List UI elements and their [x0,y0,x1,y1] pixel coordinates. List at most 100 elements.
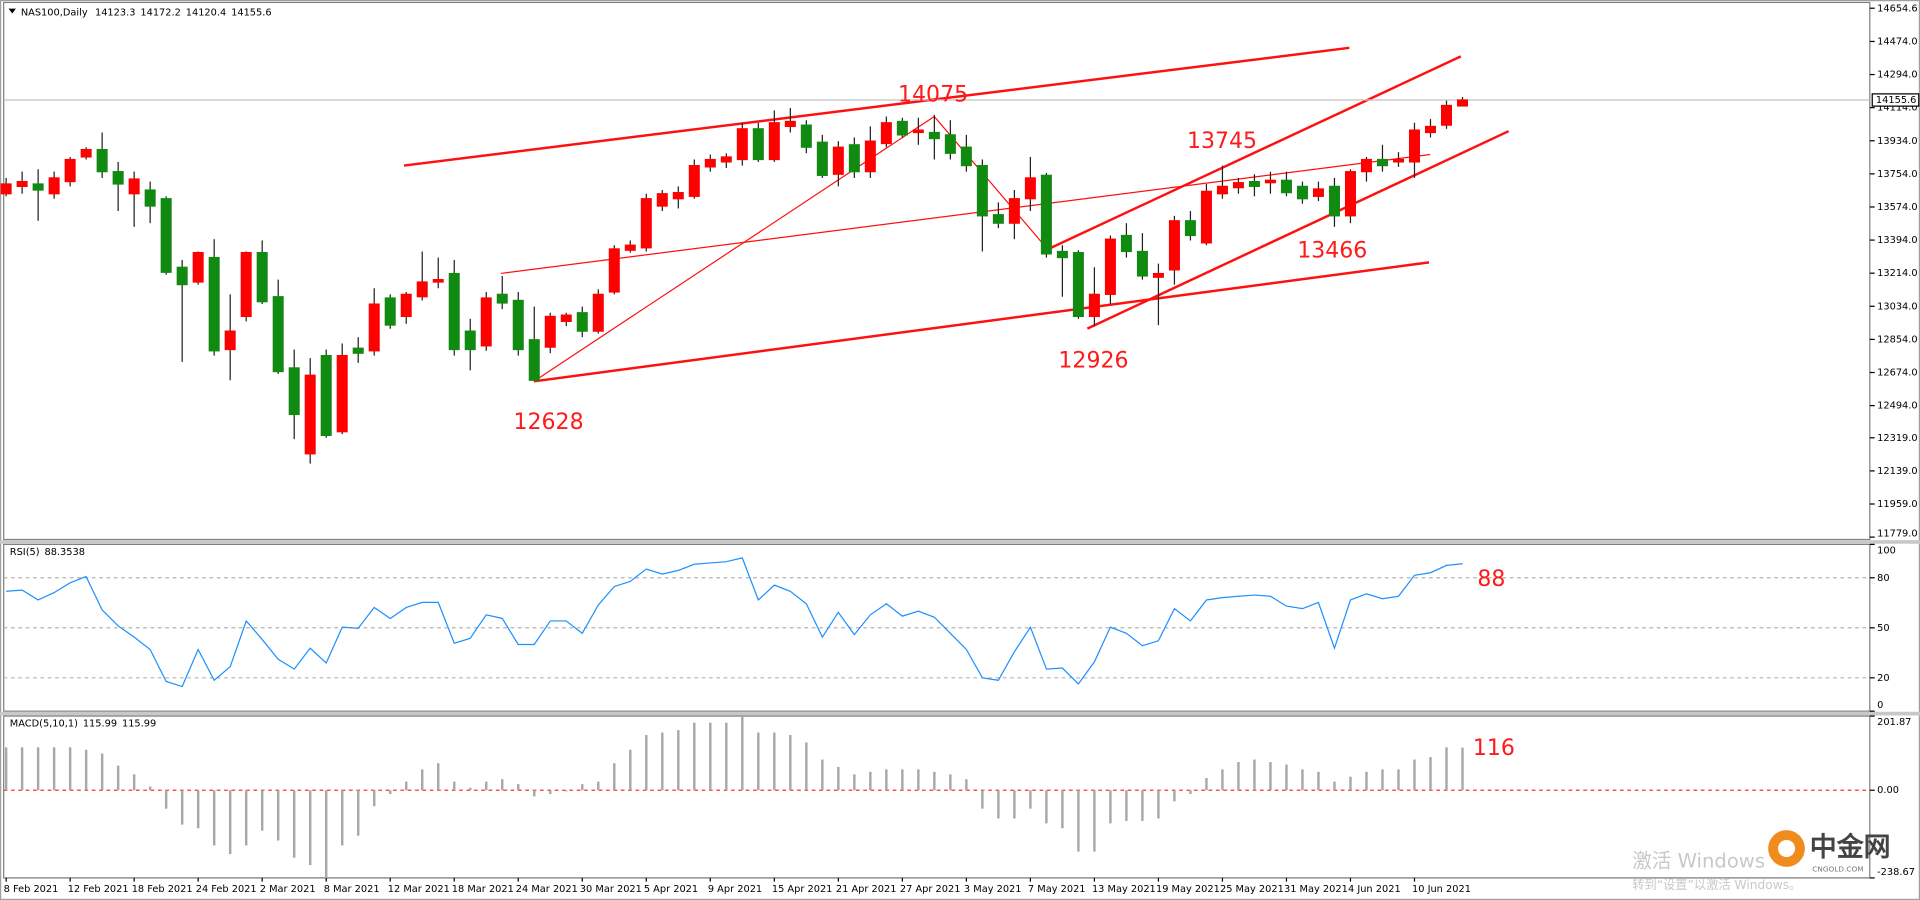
x-tick-label: 9 Apr 2021 [708,884,762,895]
macd-bar [869,771,872,791]
macd-bar [68,747,72,791]
y-tick-label: 20 [1877,673,1889,684]
ohlc-low: 14120.4 [186,7,226,18]
candle-body [1136,250,1148,277]
x-tick-label: 18 Mar 2021 [452,884,514,895]
macd-bar [629,749,632,791]
macd-bar [228,790,232,855]
candle-body [992,214,1004,224]
x-tick-label: 8 Feb 2021 [4,884,59,895]
macd-bar [244,790,248,846]
candle-body [960,146,972,167]
macd-bar [1045,790,1048,824]
candle-body [688,164,700,197]
macd-bar [1445,747,1448,791]
trendline [1042,55,1462,253]
trendline [403,46,1350,167]
macd-bar [212,790,216,846]
macd-bar [84,749,88,791]
candle-body [624,244,636,251]
macd-bar [549,790,552,794]
macd-bar [36,747,40,791]
x-tick-label: 24 Mar 2021 [516,884,578,895]
candle-body [912,129,924,134]
candle-body [160,198,172,273]
candle-body [560,314,572,322]
candle-body [1408,129,1420,163]
candle-body [1392,158,1404,163]
annotation: 88 [1477,567,1505,592]
annotation: 13466 [1297,238,1367,263]
candle-body [832,146,844,175]
logo-subtext: CNGOLD.COM [1812,864,1863,873]
candle-body [1104,238,1116,295]
macd-bar [949,774,952,791]
watermark: 转到“设置”以激活 Windows。 [1632,877,1801,892]
macd-title: MACD(5,10,1) [10,718,78,729]
candle-body [256,251,268,303]
macd-bar [308,790,312,866]
x-tick-label: 10 Jun 2021 [1412,884,1471,895]
macd-bar [741,716,744,791]
x-tick-label: 30 Mar 2021 [580,884,642,895]
candle-body [352,347,364,354]
macd-bar [901,769,904,791]
macd-bar [885,769,888,791]
macd-bar [453,781,456,791]
macd-bar [757,732,760,791]
macd-bar [597,781,600,791]
candle-body [336,354,348,433]
candle-body [976,164,988,217]
candle-body [448,272,460,351]
candle-body [592,293,604,332]
macd-bar [437,763,440,791]
candle-body [1120,234,1132,253]
main-title: NAS100,Daily [21,7,88,18]
candle-body [1088,293,1100,318]
macd-bar [693,722,696,791]
candle-body [1456,99,1469,107]
macd-bar [485,781,488,791]
macd-bar [1141,790,1144,821]
candle-body [1312,188,1324,197]
rsi-header: RSI(5) 88.3538 [10,547,85,558]
candle-body [224,330,236,351]
y-tick-label: 13574.0 [1877,202,1917,213]
x-tick-label: 2 Mar 2021 [260,884,316,895]
candle-body [384,297,396,326]
annotation: 13745 [1187,129,1257,154]
macd-bar [1221,769,1224,791]
candle-body [48,177,60,195]
candle-body [1424,125,1436,134]
macd-bar [613,763,616,791]
x-tick-label: 4 Jun 2021 [1348,884,1401,895]
candle-body [80,148,92,158]
macd-bar [933,771,936,791]
y-tick-label: 12139.0 [1877,466,1917,477]
candle-body [288,367,300,416]
trendline [1086,130,1510,330]
candle-body [1024,177,1036,200]
candle-body [96,148,108,173]
y-tick-label: 201.87 [1877,717,1911,728]
candle-body [672,192,684,200]
y-tick-label: 0.00 [1877,785,1899,796]
candle-body [1248,180,1260,187]
x-tick-label: 13 May 2021 [1092,884,1156,895]
y-tick-label: 13214.0 [1877,268,1917,279]
candle-body [512,299,524,351]
macd-bar [180,790,184,825]
candle-body [1056,250,1068,259]
annotation: 116 [1473,736,1515,761]
collapse-icon[interactable] [8,8,16,14]
macd-bar [1285,764,1288,791]
ohlc-high: 14172.2 [140,7,180,18]
y-tick-label: 13394.0 [1877,235,1917,246]
macd-bar [1237,762,1240,791]
macd-bar [837,766,840,791]
macd-bar [1349,776,1352,791]
candle-body [304,374,316,455]
macd-bar [1413,759,1416,791]
macd-bar [1061,790,1064,829]
macd-bar [805,742,808,791]
